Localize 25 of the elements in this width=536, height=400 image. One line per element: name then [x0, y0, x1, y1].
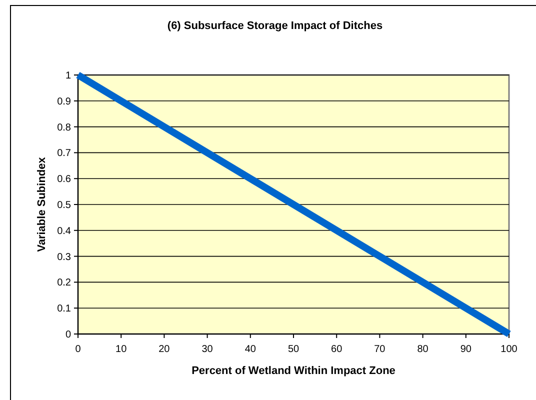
x-tick-label: 30 [202, 344, 214, 355]
x-tick-label: 50 [288, 344, 300, 355]
x-tick-label: 10 [116, 344, 128, 355]
y-tick-label: 0.6 [57, 174, 72, 186]
x-axis-title: Percent of Wetland Within Impact Zone [192, 365, 396, 377]
x-tick-label: 70 [374, 344, 386, 355]
y-tick-label: 0.4 [57, 226, 72, 237]
y-tick-label: 1 [65, 70, 72, 82]
y-tick-label: 0.1 [57, 304, 72, 315]
y-tick-label: 0.5 [57, 200, 72, 211]
chart-title: (6) Subsurface Storage Impact of Ditches [167, 20, 383, 32]
y-tick-label: 0 [65, 330, 72, 340]
y-tick-label: 0.7 [57, 148, 72, 160]
x-tick-label: 40 [244, 344, 256, 355]
x-tick-label: 60 [331, 344, 343, 355]
y-tick-label: 0.2 [57, 278, 72, 289]
x-tick-label: 100 [500, 344, 518, 355]
y-tick-label: 0.3 [57, 252, 72, 263]
y-tick-label: 0.8 [57, 122, 72, 134]
x-tick-label: 90 [460, 344, 472, 355]
x-tick-label: 0 [75, 344, 82, 355]
y-tick-label: 0.9 [57, 96, 72, 108]
x-tick-label: 80 [417, 344, 429, 355]
x-tick-label: 20 [158, 344, 170, 355]
y-axis-title: Variable Subindex [36, 156, 48, 252]
